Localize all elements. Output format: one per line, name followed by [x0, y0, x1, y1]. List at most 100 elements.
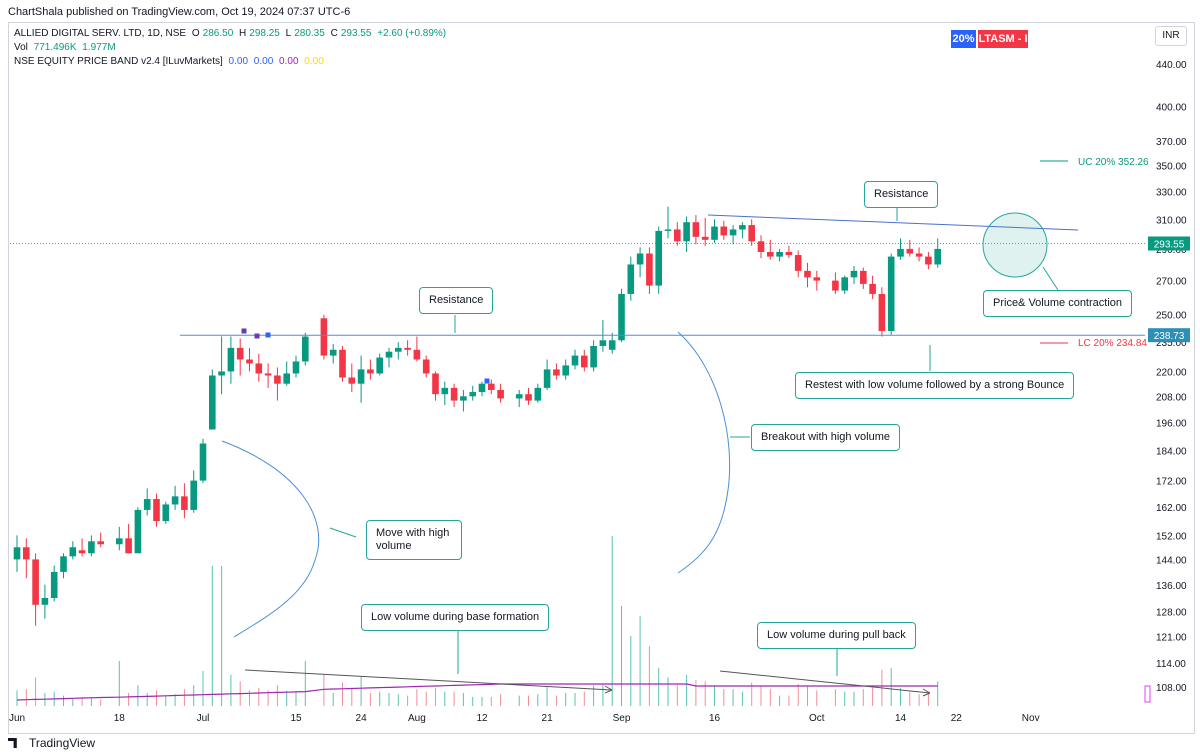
candle-body	[50, 571, 58, 598]
move-volume-arc	[221, 440, 320, 638]
candle-body	[897, 248, 904, 257]
callout-resistance-1: Resistance	[419, 287, 494, 314]
x-tick-label: Nov	[1022, 713, 1040, 724]
open-value: 286.50	[202, 28, 234, 39]
footer-brand: TradingView	[29, 736, 96, 750]
x-tick-label: Jun	[9, 713, 25, 724]
signal-marker	[241, 328, 247, 334]
change-value: +2.60 (+0.89%)	[377, 28, 447, 39]
candle-body	[515, 394, 523, 399]
candle-body	[850, 270, 858, 278]
candle-body	[78, 550, 86, 554]
candle-body	[134, 509, 142, 554]
candle-body	[162, 504, 170, 522]
chart-frame	[8, 22, 1195, 734]
candle-body	[376, 357, 383, 374]
band-badge: 20%	[951, 30, 976, 48]
close-value: 293.55	[340, 28, 372, 39]
currency-button[interactable]: INR	[1155, 26, 1187, 46]
candle-body	[199, 443, 207, 481]
volume-ma-value: 1.977M	[82, 42, 116, 53]
x-tick-label: Jul	[197, 713, 210, 724]
x-tick-label: Oct	[809, 713, 825, 724]
candle-body	[116, 538, 123, 545]
candle-body	[720, 226, 728, 236]
candle-body	[97, 541, 104, 545]
arrow-head-icon	[922, 688, 931, 697]
arrow-head-icon	[604, 685, 613, 694]
y-tick-label: 108.00	[1156, 683, 1187, 694]
callout-move-high-volume: Move with high volume	[366, 520, 462, 560]
candle-body	[534, 387, 542, 401]
candle-body	[785, 251, 793, 256]
candle-body	[478, 383, 486, 393]
candle-body	[934, 248, 941, 265]
resistance-trendline	[707, 214, 1079, 231]
lc-label: LC 20% 234.84	[1078, 338, 1147, 349]
x-tick-label: Aug	[408, 713, 426, 724]
signal-marker	[254, 333, 260, 339]
y-tick-label: 400.00	[1156, 102, 1187, 113]
x-tick-label: Sep	[613, 713, 631, 724]
candle-body	[13, 547, 21, 560]
candle-body	[404, 347, 411, 350]
candle-body	[292, 361, 300, 374]
y-tick-label: 184.00	[1156, 447, 1187, 458]
callout-base-formation: Low volume during base formation	[361, 604, 550, 631]
candle-body	[571, 355, 579, 366]
x-tick-label: 22	[951, 713, 963, 724]
candle-body	[860, 270, 867, 284]
x-tick-label: 12	[476, 713, 488, 724]
callout-resistance-2: Resistance	[864, 181, 939, 208]
y-tick-label: 152.00	[1156, 531, 1187, 542]
y-tick-label: 440.00	[1156, 60, 1187, 71]
candle-body	[692, 222, 700, 237]
candle-body	[60, 556, 67, 572]
candle-body	[357, 369, 365, 384]
candle-body	[776, 251, 783, 257]
candle-body	[906, 248, 914, 254]
candle-body	[460, 396, 467, 401]
y-tick-label: 172.00	[1156, 477, 1187, 488]
candle-body	[246, 359, 253, 364]
callout-retest: Restest with low volume followed by a st…	[795, 372, 1075, 399]
candle-body	[608, 340, 616, 350]
signal-marker	[484, 378, 490, 384]
y-tick-label: 162.00	[1156, 503, 1187, 514]
candle-body	[255, 363, 263, 374]
candle-body	[869, 283, 876, 294]
candle-body	[432, 373, 439, 395]
x-tick-label: 15	[290, 713, 302, 724]
candle-body	[683, 222, 690, 242]
callout-breakout: Breakout with high volume	[751, 424, 901, 451]
symbol-legend: ALLIED DIGITAL SERV. LTD, 1D, NSE O 286.5…	[14, 28, 447, 39]
x-tick-label: 21	[542, 713, 554, 724]
low-value: 280.35	[294, 28, 325, 39]
candle-body	[562, 365, 569, 376]
y-tick-label: 220.00	[1156, 367, 1187, 378]
candle-body	[181, 496, 188, 510]
candle-body	[627, 264, 635, 294]
candle-body	[395, 347, 402, 352]
y-tick-label: 310.00	[1156, 215, 1187, 226]
volume-ma-line	[16, 683, 938, 701]
candle-body	[767, 251, 774, 257]
candle-body	[274, 375, 281, 384]
indicator-name: NSE EQUITY PRICE BAND v2.4 [ILuvMarkets]	[14, 56, 223, 67]
y-tick-label: 128.00	[1156, 608, 1187, 619]
candle-body	[618, 293, 625, 341]
candle-body	[385, 351, 393, 358]
y-tick-label: 235.00	[1156, 338, 1187, 349]
pullback-volume-trend-arrow	[719, 670, 931, 694]
candle-body	[469, 392, 476, 397]
y-tick-label: 330.00	[1156, 188, 1187, 199]
candle-body	[701, 236, 709, 240]
uc-label: UC 20% 352.26	[1078, 157, 1149, 168]
candle-body	[841, 277, 848, 291]
callout-contraction: Price& Volume contraction	[983, 290, 1133, 317]
candle-body	[171, 496, 179, 505]
candle-body	[329, 349, 337, 356]
candle-body	[69, 547, 77, 557]
candle-body	[88, 541, 95, 554]
